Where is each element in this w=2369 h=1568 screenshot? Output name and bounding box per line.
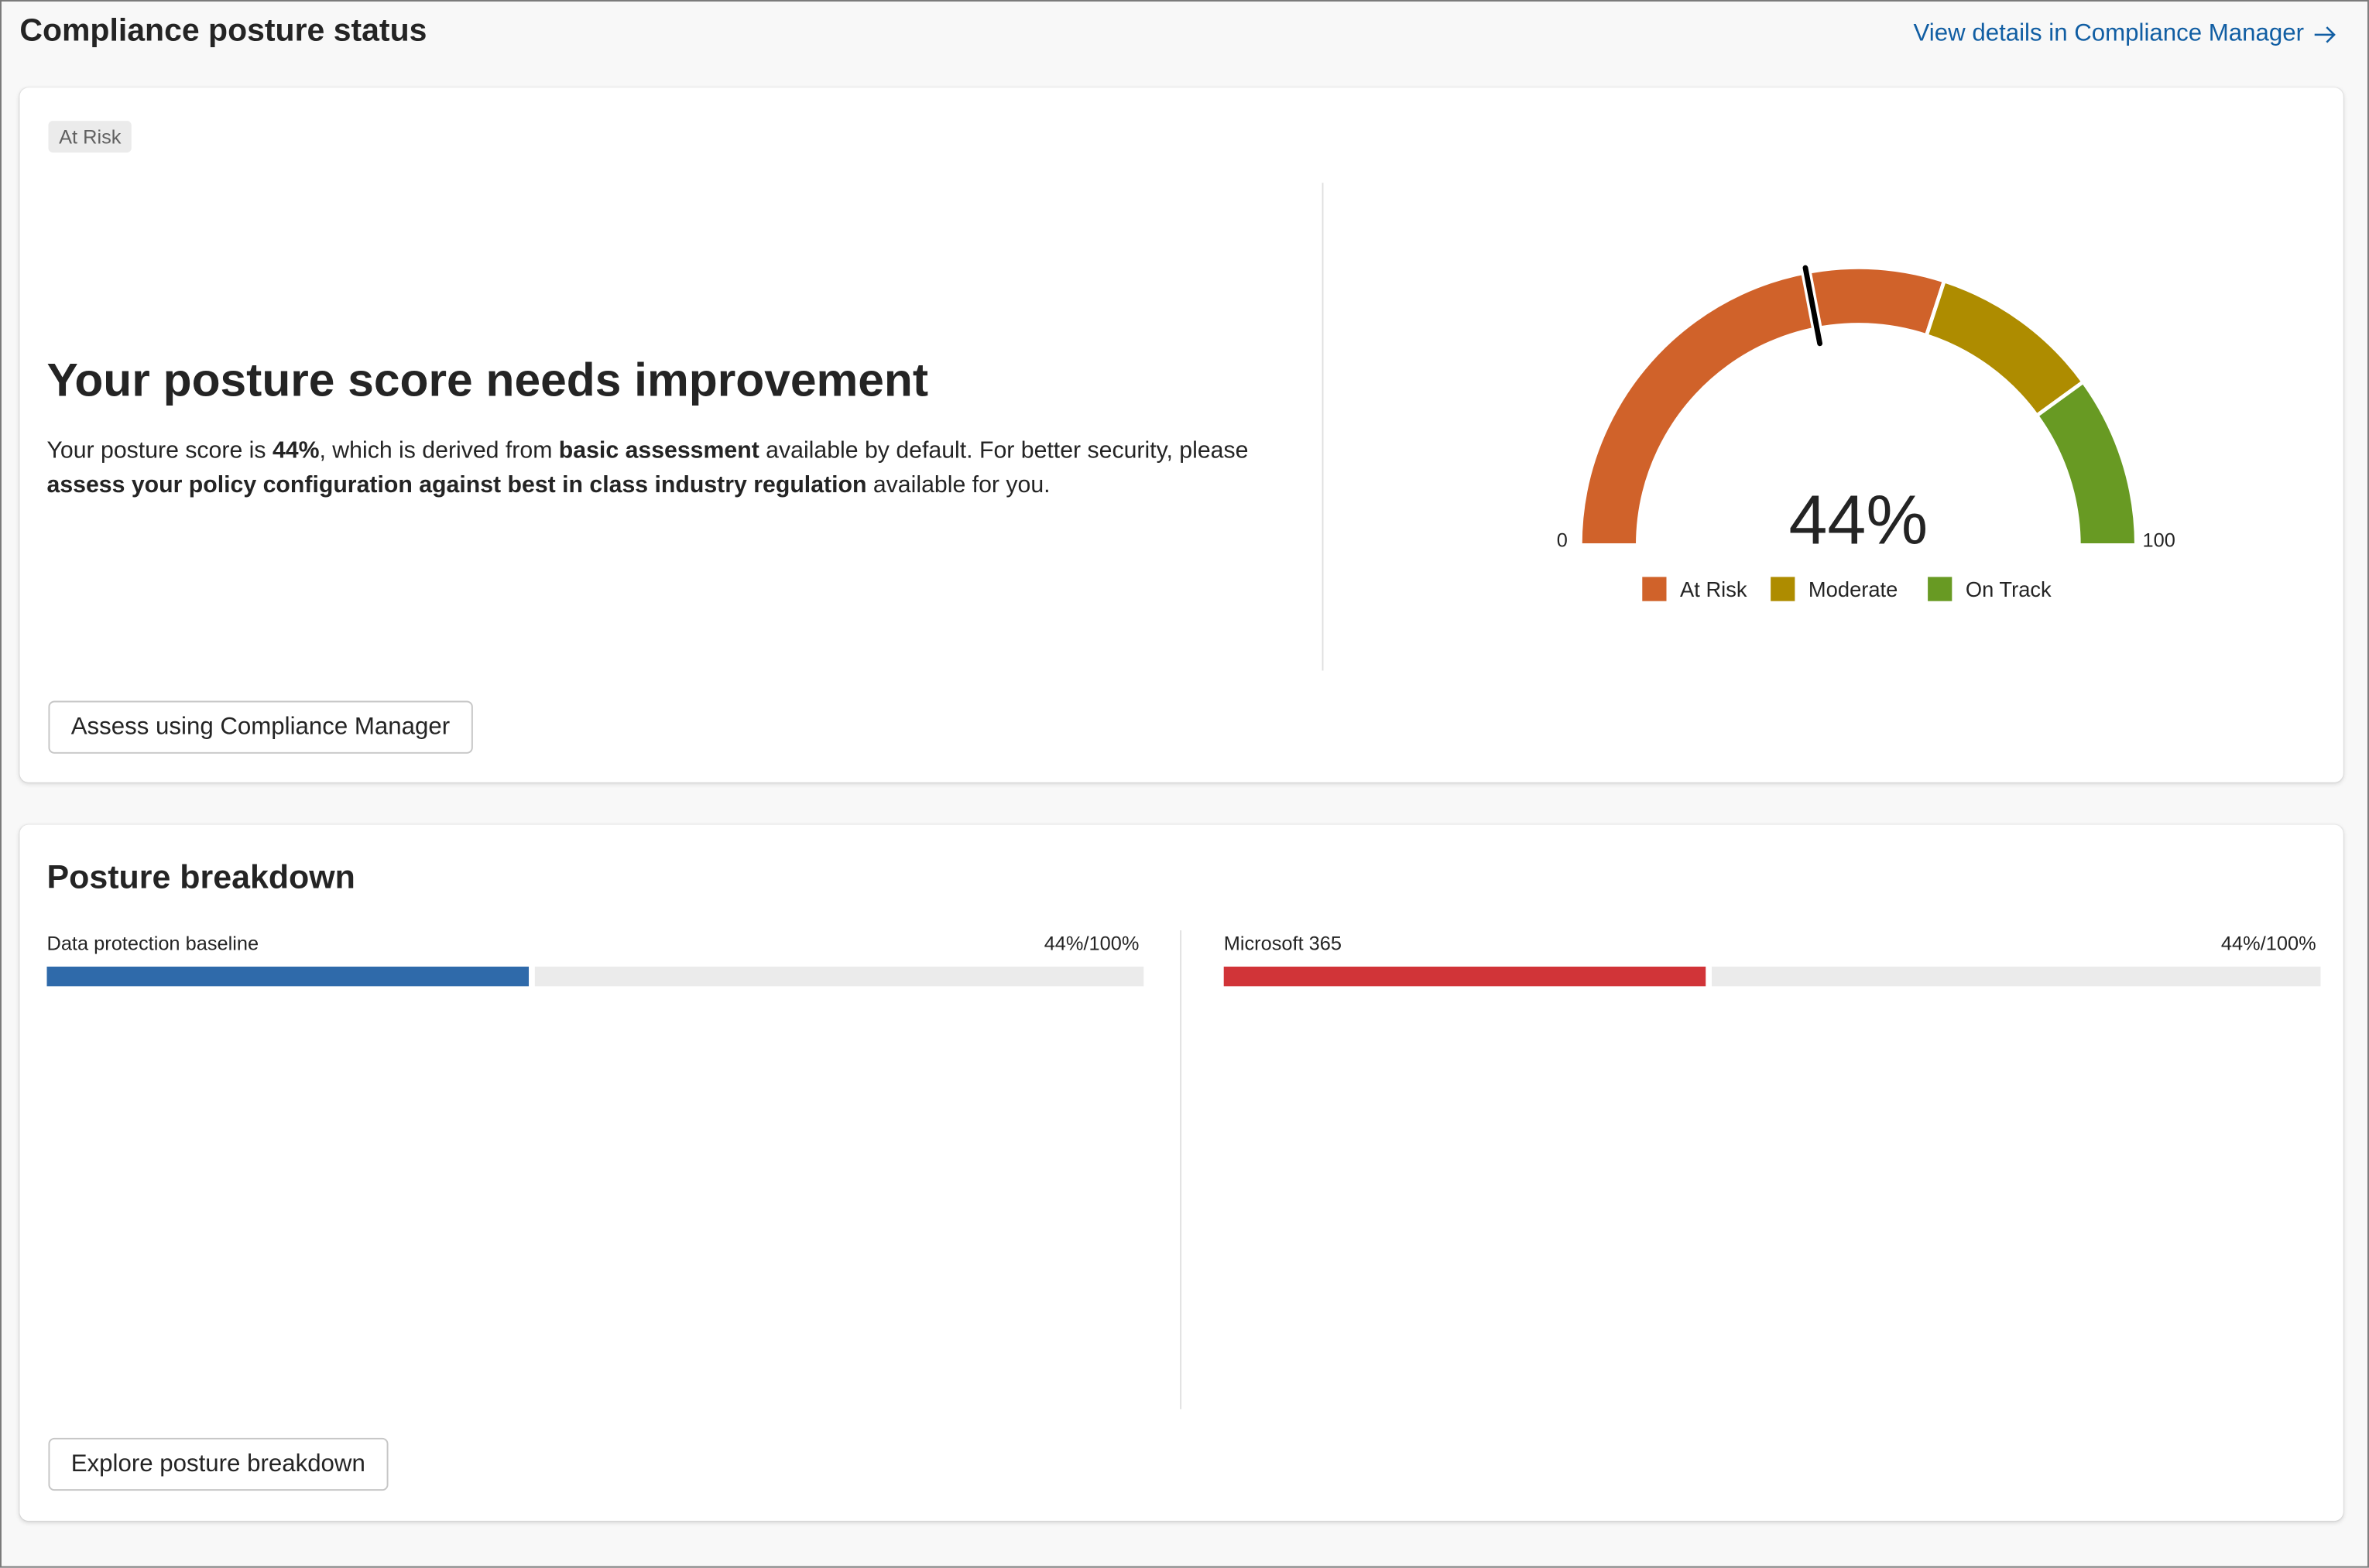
status-description: Your posture score is 44%, which is deri… [46, 433, 1301, 503]
legend-label: Moderate [1808, 577, 1898, 601]
breakdown-item-label: Microsoft 365 [1223, 932, 1342, 955]
progress-bar-data-protection [46, 966, 1144, 987]
view-details-label: View details in Compliance Manager [1913, 21, 2305, 47]
breakdown-card: Posture breakdown Data protection baseli… [19, 824, 2343, 1522]
view-details-link[interactable]: View details in Compliance Manager [1914, 21, 2337, 48]
page-title: Compliance posture status [19, 13, 427, 49]
description-text: available by default. For better securit… [759, 437, 1249, 464]
posture-gauge: 44% 0 100 At Risk Moderate On Track [1557, 265, 2175, 601]
progress-fill [1223, 966, 1707, 987]
breakdown-item-value: 44%/100% [2220, 932, 2316, 955]
explore-posture-breakdown-button[interactable]: Explore posture breakdown [48, 1437, 389, 1491]
emphasis-text: assess your policy configuration against… [46, 472, 867, 498]
gauge-segment-on-track [2034, 379, 2138, 547]
legend-label: At Risk [1680, 577, 1747, 601]
legend-swatch [1771, 577, 1795, 601]
breakdown-item-label: Data protection baseline [46, 932, 259, 955]
breakdown-item-value: 44%/100% [1044, 932, 1140, 955]
divider [1322, 183, 1324, 671]
status-badge: At Risk [48, 121, 132, 153]
legend-swatch [1928, 577, 1952, 601]
breakdown-title: Posture breakdown [46, 858, 355, 896]
description-text: Your posture score is [46, 437, 273, 464]
gauge-max-label: 100 [2143, 529, 2175, 551]
status-card: At Risk Your posture score needs improve… [19, 87, 2343, 782]
legend-label: On Track [1966, 577, 2052, 601]
gauge-min-label: 0 [1557, 529, 1568, 551]
emphasis-text: basic assessment [558, 437, 759, 464]
status-heading: Your posture score needs improvement [46, 353, 929, 406]
legend-swatch [1642, 577, 1667, 601]
progress-track [1712, 966, 2321, 987]
divider [1180, 930, 1182, 1409]
progress-bar-microsoft-365 [1223, 966, 2321, 987]
gauge-segment-moderate [1924, 278, 2086, 419]
gauge-needle [1802, 265, 1823, 347]
gauge-value: 44% [1789, 482, 1928, 560]
progress-track [535, 966, 1144, 987]
progress-fill [46, 966, 530, 987]
emphasis-text: 44% [272, 437, 320, 464]
assess-compliance-manager-button[interactable]: Assess using Compliance Manager [48, 700, 473, 754]
description-text: , which is derived from [319, 437, 559, 464]
arrow-right-icon [2314, 26, 2336, 43]
description-text: available for you. [866, 472, 1051, 498]
